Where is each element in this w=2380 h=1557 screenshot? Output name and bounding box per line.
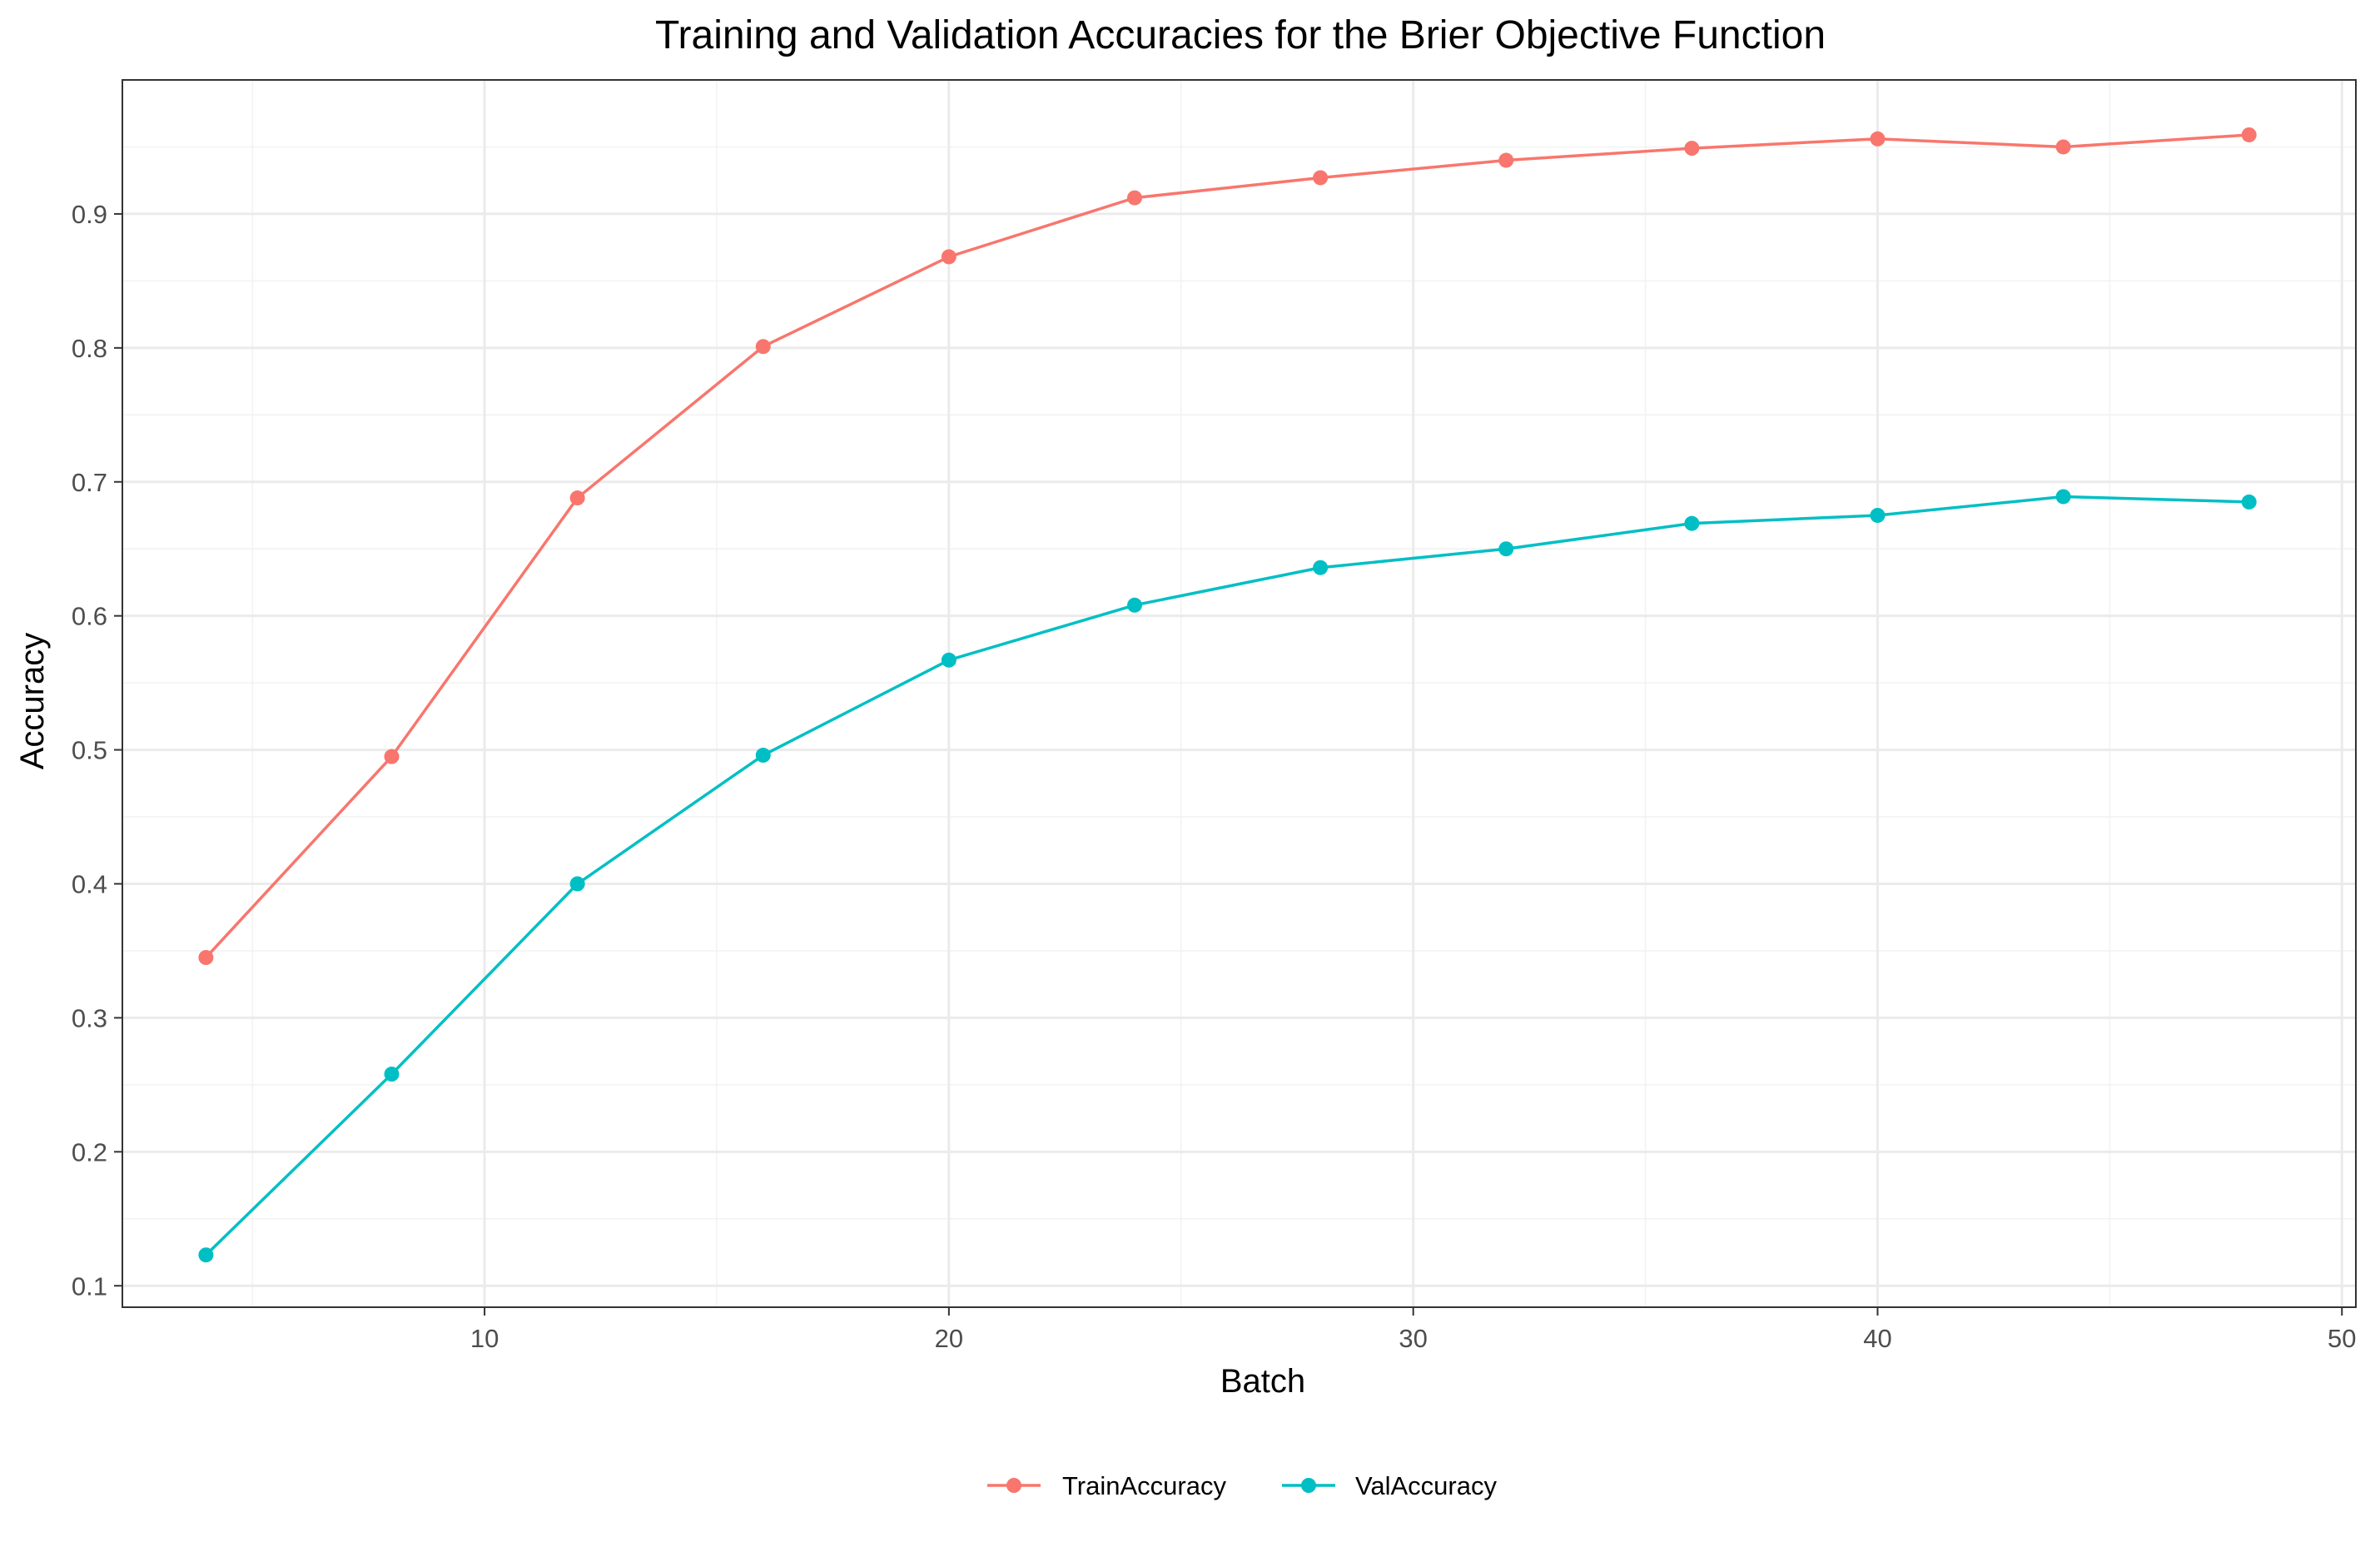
plot-panel-border bbox=[122, 79, 2357, 1308]
y-tick-label: 0.2 bbox=[72, 1137, 107, 1167]
legend-marker-trainaccuracy bbox=[1006, 1478, 1021, 1493]
x-tick-label: 40 bbox=[1863, 1324, 1891, 1353]
data-point-valaccuracy bbox=[755, 748, 771, 764]
data-point-trainaccuracy bbox=[755, 339, 771, 355]
y-tick-label: 0.4 bbox=[72, 870, 107, 899]
legend: TrainAccuracy ValAccuracy bbox=[987, 1471, 1497, 1500]
chart-title: Training and Validation Accuracies for t… bbox=[655, 13, 1826, 57]
data-point-valaccuracy bbox=[2241, 494, 2257, 510]
x-tick-label: 20 bbox=[935, 1324, 963, 1353]
data-point-trainaccuracy bbox=[1870, 131, 1886, 147]
legend-label-valaccuracy: ValAccuracy bbox=[1355, 1471, 1497, 1500]
grid-lines bbox=[122, 80, 2356, 1307]
x-tick-label: 10 bbox=[470, 1324, 499, 1353]
data-point-valaccuracy bbox=[2055, 489, 2071, 505]
y-tick-label: 0.1 bbox=[72, 1271, 107, 1301]
data-point-trainaccuracy bbox=[384, 749, 400, 764]
x-axis-title: Batch bbox=[1220, 1363, 1305, 1400]
x-axis-ticks: 10 20 30 40 50 bbox=[470, 1307, 2357, 1353]
legend-label-trainaccuracy: TrainAccuracy bbox=[1062, 1471, 1226, 1500]
series-trainaccuracy bbox=[198, 127, 2257, 966]
series-valaccuracy bbox=[198, 489, 2257, 1263]
series-line-valaccuracy bbox=[205, 495, 2249, 1256]
legend-key-trainaccuracy: TrainAccuracy bbox=[987, 1471, 1226, 1500]
data-point-trainaccuracy bbox=[1498, 152, 1514, 168]
x-tick-label: 50 bbox=[2328, 1324, 2356, 1353]
y-tick-label: 0.7 bbox=[72, 468, 107, 497]
y-axis-title: Accuracy bbox=[14, 633, 51, 770]
y-tick-label: 0.5 bbox=[72, 736, 107, 765]
data-point-trainaccuracy bbox=[941, 249, 956, 265]
y-tick-label: 0.6 bbox=[72, 602, 107, 631]
data-point-trainaccuracy bbox=[1126, 190, 1142, 206]
y-axis-ticks: 0.1 0.2 0.3 0.4 0.5 0.6 0.7 0.8 0.9 bbox=[72, 200, 122, 1301]
y-tick-label: 0.8 bbox=[72, 334, 107, 363]
legend-key-valaccuracy: ValAccuracy bbox=[1282, 1471, 1497, 1500]
data-point-trainaccuracy bbox=[1684, 141, 1700, 157]
data-point-valaccuracy bbox=[1498, 541, 1514, 557]
y-tick-label: 0.3 bbox=[72, 1003, 107, 1032]
legend-marker-valaccuracy bbox=[1301, 1478, 1316, 1493]
x-tick-label: 30 bbox=[1399, 1324, 1427, 1353]
series-line-trainaccuracy bbox=[205, 133, 2249, 959]
data-point-trainaccuracy bbox=[198, 950, 214, 966]
data-point-trainaccuracy bbox=[2241, 127, 2257, 142]
data-point-valaccuracy bbox=[1684, 515, 1700, 531]
data-point-valaccuracy bbox=[198, 1247, 214, 1263]
data-point-valaccuracy bbox=[1870, 507, 1886, 523]
data-point-valaccuracy bbox=[569, 876, 585, 892]
data-point-trainaccuracy bbox=[1313, 170, 1329, 186]
y-tick-label: 0.9 bbox=[72, 200, 107, 229]
data-point-trainaccuracy bbox=[569, 490, 585, 506]
data-point-valaccuracy bbox=[1313, 560, 1329, 575]
data-point-valaccuracy bbox=[1126, 597, 1142, 613]
series-layer bbox=[198, 127, 2257, 1263]
data-point-valaccuracy bbox=[941, 652, 956, 668]
data-point-trainaccuracy bbox=[2055, 139, 2071, 155]
data-point-valaccuracy bbox=[384, 1067, 400, 1082]
